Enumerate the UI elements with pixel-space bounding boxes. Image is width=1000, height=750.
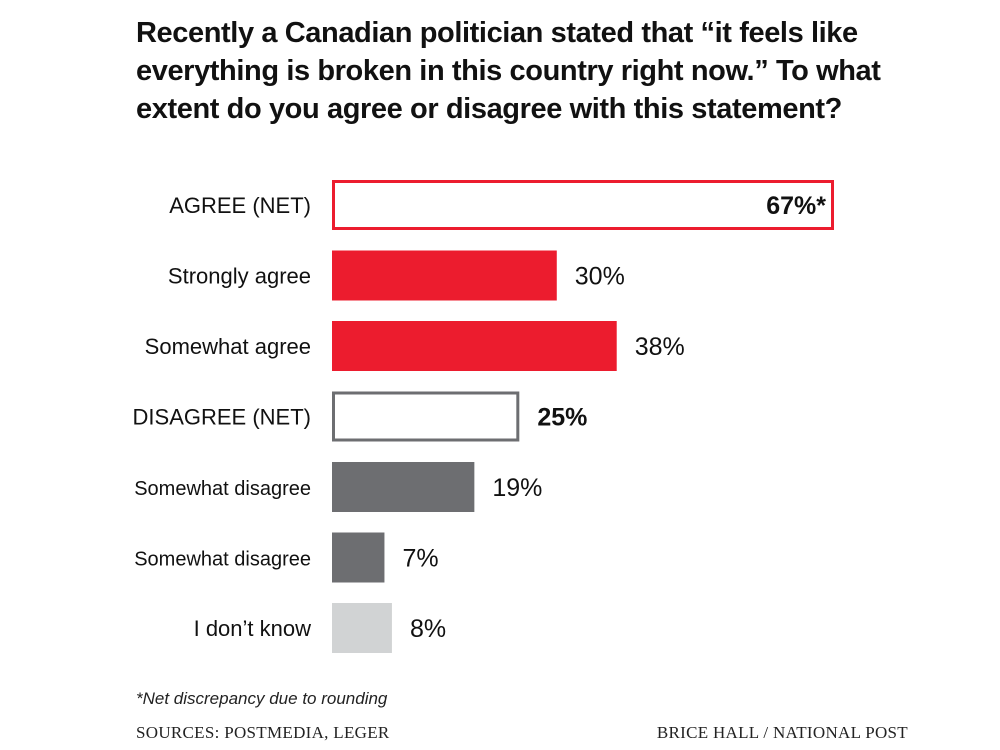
category-label-strongly-agree-1: Strongly agree: [168, 264, 311, 289]
value-label-somewhat-agree-2: 38%: [635, 333, 685, 361]
value-label-disagree-net-3: 25%: [537, 404, 587, 432]
author-credit: BRICE HALL / NATIONAL POST: [656, 723, 908, 742]
category-label-somewhat-disagree-5: Somewhat disagree: [134, 549, 311, 571]
bar-strongly-agree-1: [332, 250, 557, 301]
value-label-i-don-t-know-6: 8%: [410, 615, 446, 643]
bar-i-don-t-know-6: [332, 603, 392, 653]
category-label-i-don-t-know-6: I don’t know: [194, 616, 312, 641]
value-label-agree-net-0: 67%*: [766, 192, 826, 220]
value-label-strongly-agree-1: 30%: [575, 263, 625, 291]
value-label-somewhat-disagree-4: 19%: [492, 474, 542, 502]
bar-somewhat-agree-2: [332, 321, 617, 371]
footnote: *Net discrepancy due to rounding: [136, 689, 388, 708]
bar-chart: AGREE (NET) 67%* Strongly agree 30% Somewhat…: [133, 180, 834, 653]
bar-somewhat-disagree-4: [332, 462, 475, 512]
value-label-somewhat-disagree-5: 7%: [402, 545, 438, 573]
category-label-agree-net-0: AGREE (NET): [169, 193, 311, 218]
bar-somewhat-disagree-5: [332, 532, 385, 583]
chart-title: Recently a Canadian politician stated th…: [136, 17, 881, 125]
source-credit: SOURCES: POSTMEDIA, LEGER: [136, 723, 390, 742]
category-label-somewhat-agree-2: Somewhat agree: [145, 334, 311, 359]
bar-agree-net-0: [332, 180, 834, 230]
category-label-disagree-net-3: DISAGREE (NET): [133, 405, 311, 430]
bar-disagree-net-3: [332, 391, 520, 442]
category-label-somewhat-disagree-4: Somewhat disagree: [134, 478, 311, 500]
